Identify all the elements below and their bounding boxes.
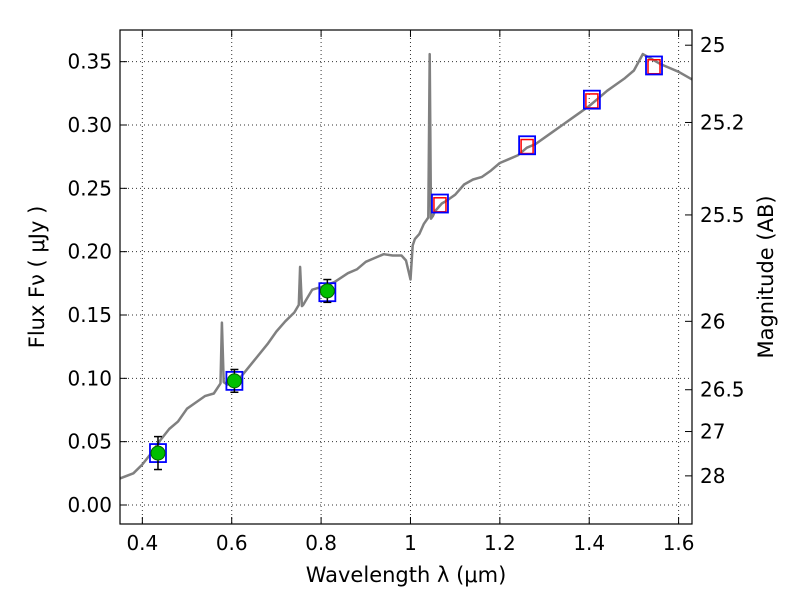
right-tick-label: 28 xyxy=(700,464,725,488)
right-tick-label: 25.5 xyxy=(700,203,745,227)
plot-frame xyxy=(119,29,693,525)
model-photometry-box xyxy=(518,135,537,156)
y-tick-label: 0.20 xyxy=(67,240,112,264)
axis-ticks: 0.4 0.6 0.8 1 1.2 1.4 1.6 0.00 0.05 0.10 0.15 0.20 0… xyxy=(67,30,745,555)
y-tick-label: 0.05 xyxy=(67,430,112,454)
y-axis-title: Flux Fν ( μJy ) xyxy=(25,206,49,349)
x-tick-label: 0.8 xyxy=(305,531,337,555)
right-tick-label: 26 xyxy=(700,309,725,333)
x-tick-label: 1 xyxy=(404,531,417,555)
y-tick-label: 0.10 xyxy=(67,366,112,390)
x-tick-label: 1.4 xyxy=(573,531,605,555)
right-tick-label: 25 xyxy=(700,33,725,57)
sed-model-line xyxy=(119,52,693,480)
x-tick-label: 1.6 xyxy=(663,531,695,555)
y-tick-label: 0.25 xyxy=(67,176,112,200)
observed-flux-point xyxy=(226,373,242,389)
observed-flux-point xyxy=(150,445,166,461)
y-tick-label: 0.15 xyxy=(67,303,112,327)
x-tick-label: 1.2 xyxy=(484,531,516,555)
right-axis-title: Magnitude (AB) xyxy=(754,195,778,358)
right-tick-label: 27 xyxy=(700,420,725,444)
plot-area xyxy=(119,52,693,480)
y-tick-label: 0.35 xyxy=(67,50,112,74)
x-tick-label: 0.6 xyxy=(216,531,248,555)
model-photometry-box xyxy=(645,55,663,76)
observed-flux-point xyxy=(319,283,335,299)
model-photometry-box xyxy=(583,89,601,110)
model-photometry-box xyxy=(431,193,449,214)
right-tick-label: 26.5 xyxy=(700,378,745,402)
y-tick-label: 0.00 xyxy=(67,493,112,517)
x-tick-label: 0.4 xyxy=(126,531,158,555)
right-tick-label: 25.2 xyxy=(700,110,745,134)
y-tick-label: 0.30 xyxy=(67,113,112,137)
x-axis-title: Wavelength λ (μm) xyxy=(306,563,507,587)
grid-lines xyxy=(120,30,692,524)
